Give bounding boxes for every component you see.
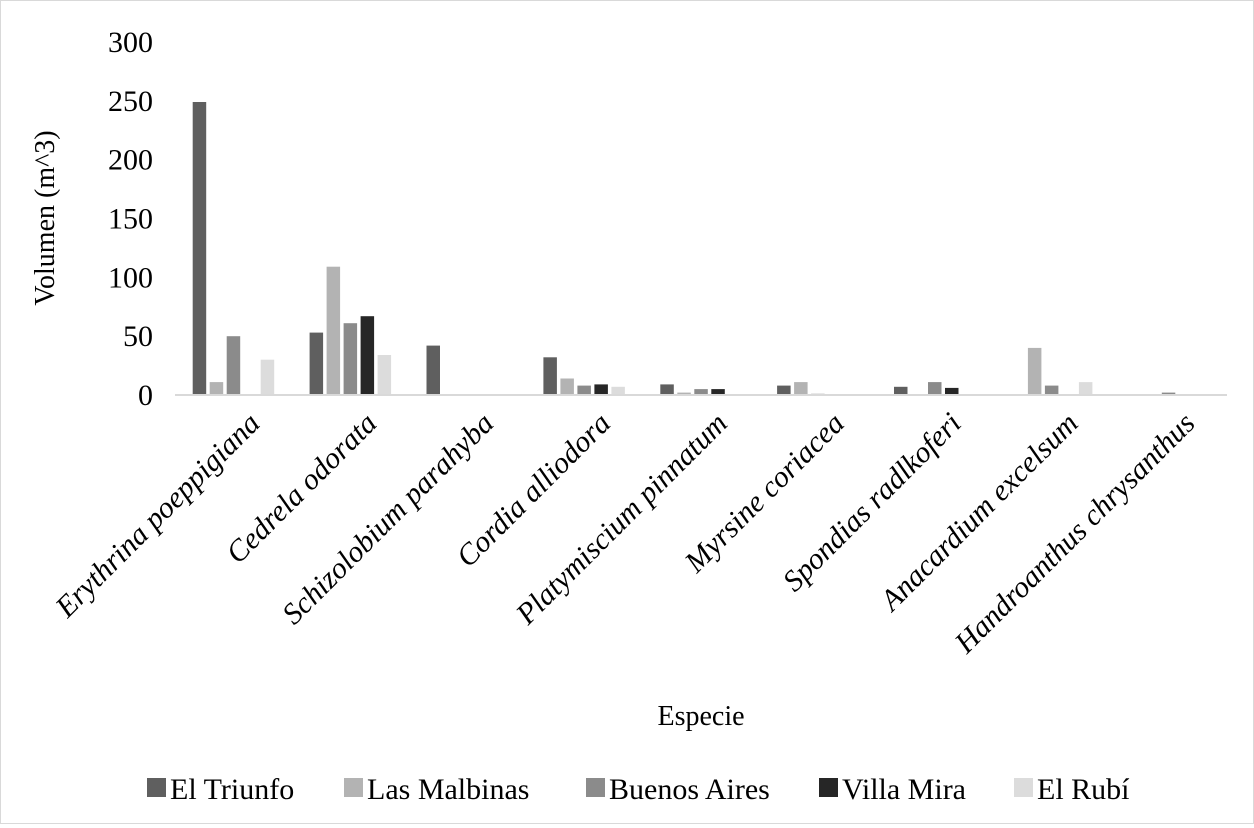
bar	[226, 336, 241, 395]
bar	[694, 389, 708, 395]
category-label: Platymiscium pinnatum	[509, 407, 734, 632]
legend-label: El Rubí	[1037, 773, 1130, 806]
bar	[577, 385, 591, 395]
legend-swatch	[1014, 778, 1033, 797]
bar	[543, 357, 557, 395]
legend: El Triunfo Las Malbinas Buenos Aires Villa …	[147, 773, 1130, 806]
y-tick-label: 50	[123, 320, 153, 353]
bar	[928, 382, 942, 395]
bar	[594, 384, 608, 395]
bar	[894, 386, 908, 395]
bar	[794, 382, 808, 395]
bar	[260, 359, 275, 395]
bar	[1161, 392, 1176, 395]
bar	[677, 392, 691, 395]
bar	[560, 378, 574, 395]
legend-label: Las Malbinas	[367, 773, 529, 806]
y-axis-title: Volumen (m^3)	[30, 130, 61, 305]
bar	[711, 389, 725, 395]
legend-swatch	[586, 778, 605, 797]
bar	[426, 345, 440, 395]
bar	[360, 316, 375, 395]
bar	[326, 266, 341, 395]
legend-swatch	[344, 778, 363, 797]
bar	[777, 385, 791, 395]
y-tick-label: 300	[108, 26, 153, 59]
bar	[377, 355, 392, 395]
bar	[1078, 382, 1093, 395]
bar	[1027, 347, 1042, 395]
bar	[611, 386, 625, 395]
y-tick-label: 150	[108, 203, 153, 236]
y-tick-label: 100	[108, 261, 153, 294]
category-label: Erythrina poeppigiana	[48, 407, 266, 625]
legend-swatch	[819, 778, 838, 797]
bar	[192, 102, 207, 395]
category-label: Schizolobium parahyba	[276, 407, 500, 631]
legend-swatch	[147, 778, 166, 797]
category-label: Anacardium excelsum	[873, 407, 1085, 619]
bar	[945, 387, 959, 395]
bars	[192, 102, 1176, 395]
y-tick-label: 250	[108, 85, 153, 118]
y-axis-ticks: 0 50 100 150 200 250 300	[108, 26, 153, 412]
bar	[209, 382, 224, 395]
bar	[660, 384, 674, 395]
bar	[309, 332, 324, 395]
bar	[1044, 385, 1059, 395]
legend-label: El Triunfo	[170, 773, 294, 806]
legend-label: Buenos Aires	[609, 773, 770, 806]
y-tick-label: 200	[108, 144, 153, 177]
legend-label: Villa Mira	[842, 773, 966, 806]
category-label: Handroanthus chrysanthus	[948, 407, 1202, 661]
x-axis-title: Especie	[657, 701, 744, 732]
y-tick-label: 0	[138, 379, 153, 412]
bar	[343, 323, 358, 395]
